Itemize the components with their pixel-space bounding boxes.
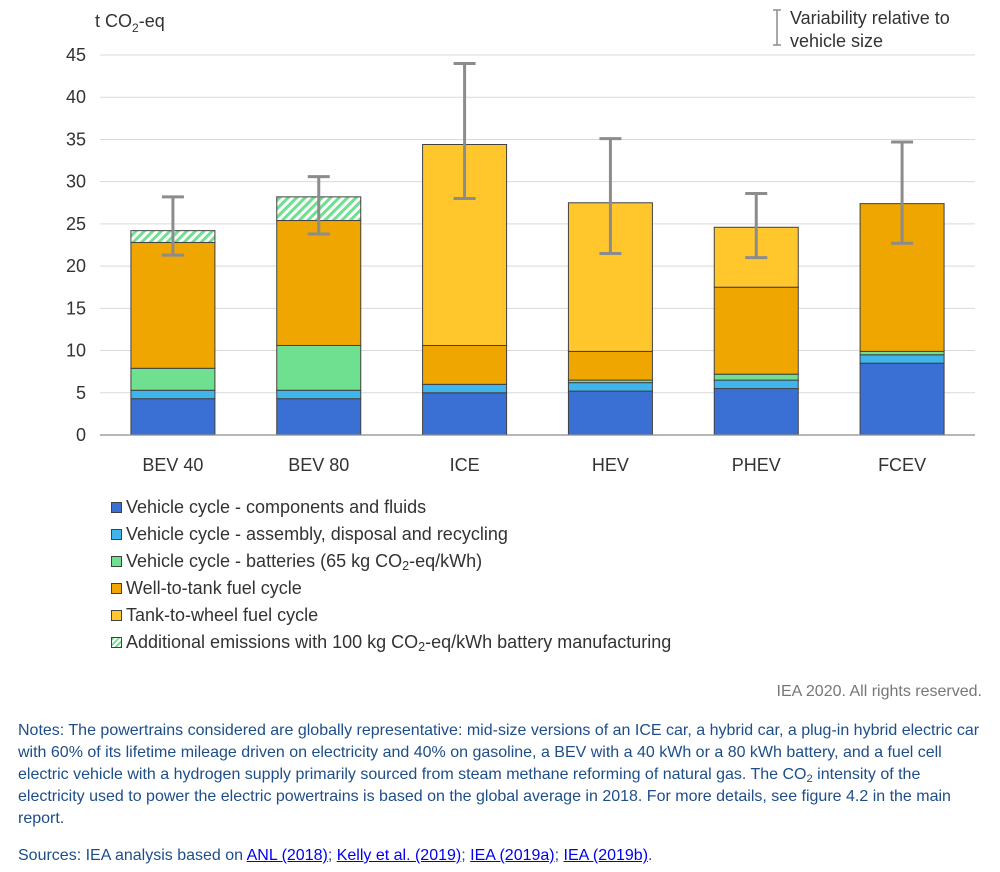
- legend-swatch-batteries: [111, 556, 122, 567]
- x-tick-label-phev: PHEV: [732, 455, 781, 475]
- y-tick-label: 45: [66, 45, 86, 65]
- bar-bev-80-vehicle-cycle-components-and-f: [276, 398, 362, 436]
- rights-notice: IEA 2020. All rights reserved.: [776, 683, 982, 700]
- bar-hev-vehicle-cycle-components-and-f: [567, 390, 653, 436]
- legend-label-additional-emissions: Additional emissions with 100 kg CO2-eq/…: [126, 632, 672, 654]
- legend-item-tank-to-wheel: Tank-to-wheel fuel cycle: [111, 602, 671, 629]
- source-link-iea-2019a[interactable]: IEA (2019a): [470, 847, 555, 864]
- legend-label-tank-to-wheel: Tank-to-wheel fuel cycle: [126, 605, 319, 625]
- legend-item-well-to-tank: Well-to-tank fuel cycle: [111, 575, 671, 602]
- bar-fcev-vehicle-cycle-assembly-disposa: [859, 354, 945, 364]
- legend-label-batteries: Vehicle cycle - batteries (65 kg CO2-eq/…: [126, 551, 483, 573]
- error-bar-legend-line-2: vehicle size: [790, 31, 883, 51]
- bar-phev-well-to-tank-fuel-cycle: [713, 286, 799, 375]
- source-link-anl-2018[interactable]: ANL (2018): [246, 847, 328, 864]
- bar-bev-80-well-to-tank-fuel-cycle: [276, 220, 362, 346]
- x-tick-label-bev-40: BEV 40: [142, 455, 203, 475]
- bar-ice-vehicle-cycle-components-and-f: [422, 392, 508, 436]
- x-tick-label-ice: ICE: [450, 455, 480, 475]
- error-bars: [161, 61, 914, 260]
- bar-fcev-vehicle-cycle-components-and-f: [859, 362, 945, 436]
- y-tick-label: 10: [66, 341, 86, 361]
- bar-fcev-vehicle-cycle-batteries-65-kg-: [859, 350, 945, 356]
- legend-swatch-components: [111, 502, 122, 513]
- x-tick-label-fcev: FCEV: [878, 455, 926, 475]
- legend-label-well-to-tank: Well-to-tank fuel cycle: [126, 578, 302, 598]
- bar-hev-vehicle-cycle-assembly-disposa: [567, 382, 653, 392]
- notes-text: Notes: The powertrains considered are gl…: [18, 722, 980, 827]
- legend-item-additional-emissions: Additional emissions with 100 kg CO2-eq/…: [111, 629, 671, 656]
- legend-label-assembly: Vehicle cycle - assembly, disposal and r…: [126, 524, 508, 544]
- legend-item-components: Vehicle cycle - components and fluids: [111, 494, 671, 521]
- x-tick-label-bev-80: BEV 80: [288, 455, 349, 475]
- bar-bev-80-vehicle-cycle-assembly-disposa: [276, 389, 362, 400]
- gridlines: [100, 54, 975, 394]
- x-tick-label-hev: HEV: [592, 455, 629, 475]
- axes: 0 5 10 15 20 25 30 35 40 45 BEV 40 BEV 80 ICE HEV PHEV…: [66, 45, 975, 475]
- y-tick-label: 30: [66, 172, 86, 192]
- y-tick-label: 0: [76, 425, 86, 445]
- stacked-bar-chart: 0 5 10 15 20 25 30 35 40 45 BEV 40 BEV 80 ICE HEV PHEV…: [66, 8, 975, 475]
- bar-phev-vehicle-cycle-assembly-disposa: [713, 379, 799, 390]
- bars: [130, 144, 945, 436]
- legend-swatch-tank-to-wheel: [111, 610, 122, 621]
- error-bar-legend: Variability relative to vehicle size: [773, 8, 950, 51]
- bar-bev-40-vehicle-cycle-components-and-f: [130, 398, 216, 436]
- chart-legend: Vehicle cycle - components and fluids Ve…: [111, 494, 671, 656]
- legend-item-assembly: Vehicle cycle - assembly, disposal and r…: [111, 521, 671, 548]
- y-tick-label: 40: [66, 87, 86, 107]
- bar-phev-vehicle-cycle-components-and-f: [713, 388, 799, 436]
- legend-item-batteries: Vehicle cycle - batteries (65 kg CO2-eq/…: [111, 548, 671, 575]
- legend-swatch-assembly: [111, 529, 122, 540]
- y-tick-label: 25: [66, 214, 86, 234]
- bar-hev-well-to-tank-fuel-cycle: [567, 350, 653, 381]
- bar-bev-40-vehicle-cycle-assembly-disposa: [130, 389, 216, 400]
- legend-swatch-well-to-tank: [111, 583, 122, 594]
- source-link-iea-2019b[interactable]: IEA (2019b): [563, 847, 649, 864]
- bar-bev-40-vehicle-cycle-batteries-65-kg-: [130, 367, 216, 391]
- bar-ice-vehicle-cycle-assembly-disposa: [422, 383, 508, 394]
- y-tick-label: 35: [66, 129, 86, 149]
- bar-bev-80-vehicle-cycle-batteries-65-kg-: [276, 344, 362, 391]
- bar-ice-well-to-tank-fuel-cycle: [422, 344, 508, 385]
- sources-line: Sources: IEA analysis based on ANL (2018…: [18, 847, 653, 864]
- y-tick-label: 20: [66, 256, 86, 276]
- legend-swatch-additional-emissions: [111, 637, 122, 648]
- y-axis-unit-label: t CO2-eq: [95, 11, 165, 35]
- legend-label-components: Vehicle cycle - components and fluids: [126, 497, 427, 517]
- error-bar-legend-line-1: Variability relative to: [790, 8, 950, 28]
- source-link-kelly-2019[interactable]: Kelly et al. (2019): [336, 847, 462, 864]
- y-tick-label: 5: [76, 383, 86, 403]
- bar-phev-vehicle-cycle-batteries-65-kg-: [713, 373, 799, 381]
- y-tick-label: 15: [66, 298, 86, 318]
- bar-bev-40-well-to-tank-fuel-cycle: [130, 241, 216, 369]
